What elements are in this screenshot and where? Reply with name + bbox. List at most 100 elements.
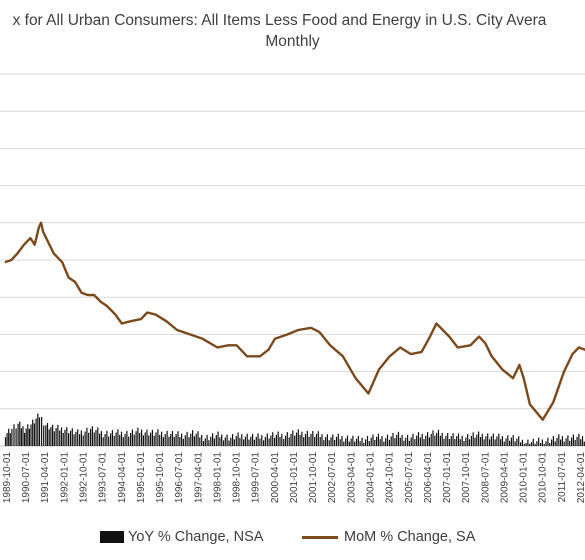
yoy-bar	[339, 439, 341, 446]
yoy-bar	[73, 434, 75, 446]
x-tick-label: 1992-10-01	[79, 452, 90, 504]
yoy-bar	[244, 436, 246, 446]
x-tick-label: 2001-01-01	[289, 452, 300, 504]
yoy-bar	[144, 432, 146, 446]
yoy-bar	[447, 433, 449, 446]
yoy-bar	[299, 434, 301, 446]
yoy-bar	[417, 432, 420, 446]
yoy-bar	[142, 435, 144, 446]
yoy-bar	[161, 431, 163, 446]
yoy-bar	[166, 430, 168, 446]
yoy-bar	[392, 432, 394, 446]
yoy-bar	[217, 431, 219, 446]
yoy-bar	[479, 437, 482, 446]
yoy-bar	[170, 433, 172, 446]
yoy-bar	[253, 439, 255, 446]
yoy-bar	[192, 430, 194, 446]
yoy-bar	[520, 442, 522, 446]
yoy-bar	[130, 433, 132, 446]
yoy-bar	[235, 435, 237, 446]
yoy-bar	[355, 438, 358, 446]
yoy-bar	[317, 431, 319, 446]
yoy-bar	[321, 434, 323, 446]
yoy-bar	[514, 441, 516, 446]
yoy-bar	[374, 440, 376, 446]
x-tick-label: 2004-10-01	[385, 452, 396, 504]
legend-label-yoy: YoY % Change, NSA	[128, 529, 264, 545]
yoy-bar	[241, 434, 243, 446]
x-tick-label: 2007-10-01	[461, 452, 472, 504]
yoy-bar	[401, 434, 403, 446]
yoy-bar	[111, 430, 113, 446]
yoy-bar	[345, 438, 347, 446]
yoy-bar	[445, 435, 447, 446]
x-tick-label: 2005-07-01	[404, 452, 415, 504]
yoy-bar	[503, 441, 505, 446]
yoy-bar	[434, 435, 436, 446]
yoy-bar	[454, 439, 456, 446]
yoy-bar	[22, 426, 24, 446]
yoy-bar	[283, 439, 285, 446]
yoy-bar	[59, 430, 61, 446]
yoy-bar	[119, 434, 121, 446]
yoy-bar	[146, 429, 148, 446]
yoy-bar	[17, 423, 19, 446]
chart-title-line-2: Monthly	[265, 33, 320, 50]
yoy-bar	[250, 436, 252, 446]
yoy-bar	[332, 434, 334, 446]
yoy-bar	[306, 430, 308, 446]
yoy-bar	[500, 439, 502, 446]
x-axis-tick-labels: 1989-10-01 1990-07-01 1991-04-01 1992-01-01…	[2, 452, 585, 504]
yoy-bar	[314, 436, 316, 446]
yoy-bar	[52, 424, 54, 446]
yoy-bar	[261, 435, 263, 446]
yoy-bar	[259, 438, 261, 446]
yoy-bar	[64, 429, 66, 446]
yoy-bar	[6, 433, 8, 446]
yoy-bar	[303, 437, 305, 446]
yoy-bar	[346, 435, 349, 446]
yoy-bar	[448, 439, 451, 446]
yoy-bar	[368, 441, 370, 446]
chart-legend: YoY % Change, NSA MoM % Change, SA	[0, 524, 585, 550]
yoy-bar	[190, 433, 192, 446]
yoy-bar	[188, 437, 190, 446]
yoy-bar	[377, 433, 379, 446]
x-tick-label: 1995-01-01	[136, 452, 147, 504]
legend-item-mom[interactable]: MoM % Change, SA	[302, 524, 475, 550]
yoy-bar	[237, 432, 239, 446]
mom-line	[4, 221, 585, 421]
x-tick-label: 1999-07-01	[251, 452, 262, 504]
yoy-bar	[572, 434, 574, 446]
mom-line-series	[4, 221, 585, 421]
yoy-bar	[120, 431, 123, 446]
yoy-bar	[463, 441, 465, 446]
yoy-bar	[219, 437, 221, 446]
yoy-bar	[461, 435, 463, 446]
yoy-bar	[212, 433, 214, 446]
yoy-bar	[534, 443, 536, 446]
yoy-bar	[410, 437, 412, 446]
yoy-bar	[545, 441, 547, 446]
yoy-bar	[472, 432, 474, 446]
yoy-bar	[184, 435, 186, 446]
yoy-bar	[521, 439, 523, 446]
x-tick-label: 2009-04-01	[499, 452, 510, 504]
yoy-bar	[412, 433, 414, 446]
yoy-bar	[263, 440, 265, 446]
yoy-bar	[295, 432, 298, 446]
legend-item-yoy[interactable]: YoY % Change, NSA	[100, 524, 263, 550]
yoy-bar	[381, 436, 383, 446]
yoy-bar	[126, 430, 128, 446]
yoy-bar	[474, 437, 476, 446]
yoy-bar	[100, 431, 102, 446]
yoy-bar	[159, 434, 161, 446]
yoy-bar	[110, 433, 112, 446]
yoy-bar	[529, 443, 531, 446]
yoy-bar	[122, 437, 124, 446]
yoy-bar	[552, 436, 554, 446]
yoy-bar	[496, 436, 498, 446]
yoy-bar	[286, 432, 288, 446]
yoy-bar	[304, 434, 307, 446]
yoy-bar	[509, 440, 511, 446]
